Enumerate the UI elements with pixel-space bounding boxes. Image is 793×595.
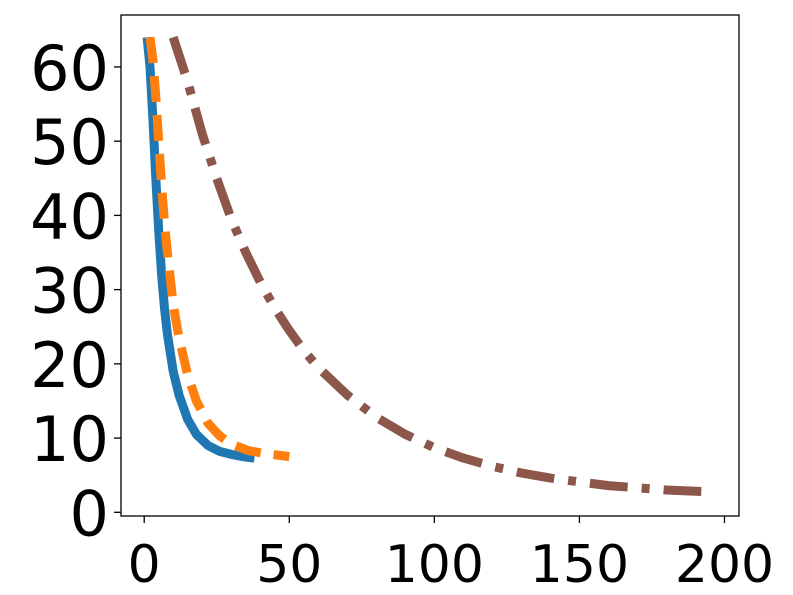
y-tick-label: 20 xyxy=(30,329,109,402)
x-tick-label: 150 xyxy=(530,535,629,595)
y-tick-label: 0 xyxy=(70,477,109,550)
y-tick-label: 50 xyxy=(30,106,109,179)
x-tick-label: 100 xyxy=(385,535,484,595)
y-tick-label: 10 xyxy=(30,403,109,476)
x-tick-label: 50 xyxy=(256,535,322,595)
series-line-2 xyxy=(145,36,290,462)
series-line-1 xyxy=(142,36,256,463)
y-tick-label: 30 xyxy=(30,255,109,328)
y-tick-label: 60 xyxy=(30,32,109,105)
series-layer xyxy=(142,35,702,496)
series-line-3 xyxy=(168,35,702,496)
x-tick-label: 0 xyxy=(128,535,161,595)
x-tick-label: 200 xyxy=(675,535,774,595)
plot-frame xyxy=(120,14,740,517)
x-axis: 0 50 100 150 200 xyxy=(128,516,774,595)
y-tick-label: 40 xyxy=(30,180,109,253)
